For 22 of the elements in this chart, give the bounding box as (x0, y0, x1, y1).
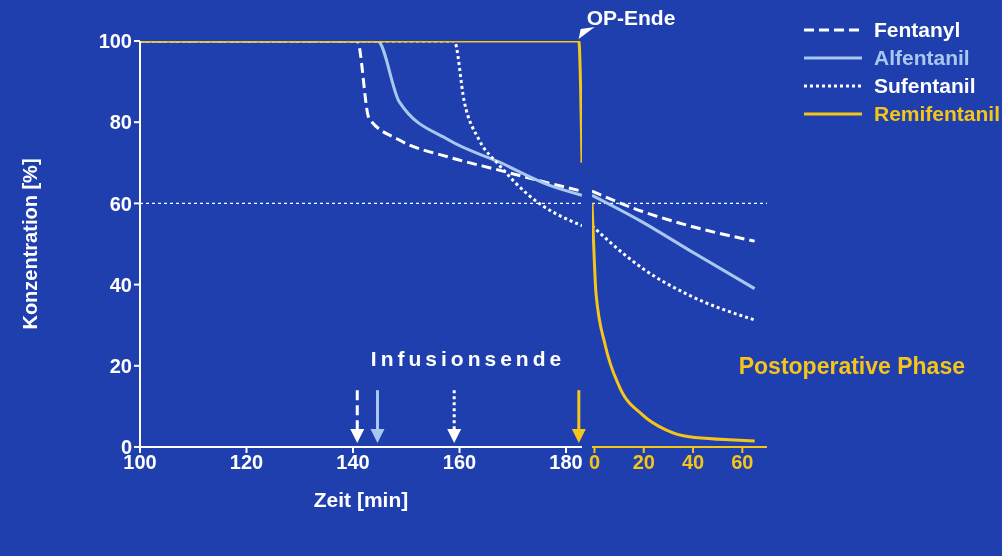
annotation: Infusionsende (370, 346, 566, 370)
x-axis-title: Zeit [min] (313, 488, 409, 511)
legend-label: Fentanyl (873, 18, 961, 42)
annotation: OP-Ende (586, 6, 676, 29)
y-tick-label: 40 (109, 273, 132, 296)
y-tick-label: 20 (109, 354, 132, 377)
y-tick-label: 80 (109, 111, 132, 134)
x-tick-label: 120 (229, 451, 264, 474)
x-tick-label: 20 (632, 451, 655, 474)
x-tick-label: 140 (336, 451, 370, 474)
x-tick-label: 0 (588, 451, 601, 474)
x-tick-label: 180 (549, 451, 583, 474)
y-tick-label: 60 (109, 192, 132, 215)
legend-label: Remifentanil (873, 102, 1000, 126)
y-tick-label: 100 (98, 30, 132, 53)
x-tick-label: 60 (731, 451, 754, 474)
annotation: Postoperative Phase (738, 352, 965, 379)
x-tick-label: 40 (681, 451, 705, 474)
legend-label: Alfentanil (873, 46, 970, 70)
legend-label: Sufentanil (873, 74, 976, 98)
x-tick-label: 160 (442, 451, 477, 474)
y-axis-title: Konzentration [%] (19, 158, 42, 330)
